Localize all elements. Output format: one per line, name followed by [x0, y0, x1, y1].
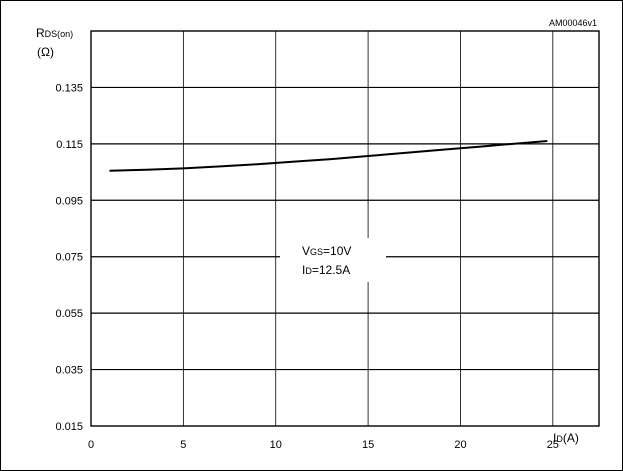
- y-tick-label: 0.055: [55, 308, 83, 320]
- annotation-vgs: VGS=10V: [302, 244, 351, 258]
- x-tick-label: 25: [547, 439, 559, 451]
- y-axis-label: RDS(on): [36, 26, 73, 40]
- annotation-background: [280, 238, 386, 282]
- figure-id: AM00046v1: [549, 18, 597, 28]
- x-tick-label: 0: [88, 439, 94, 451]
- y-tick-label: 0.135: [55, 82, 83, 94]
- y-tick-label: 0.015: [55, 421, 83, 433]
- x-tick-label: 5: [180, 439, 186, 451]
- y-tick-labels: 0.015 0.035 0.055 0.075 0.095 0.115 0.135: [55, 82, 83, 433]
- x-axis-label: ID(A): [553, 431, 579, 445]
- x-tick-label: 20: [454, 439, 466, 451]
- plot-area: [90, 30, 600, 427]
- x-tick-labels: 0 5 10 15 20 25: [88, 439, 559, 451]
- y-tick-label: 0.095: [55, 195, 83, 207]
- y-tick-label: 0.035: [55, 365, 83, 377]
- x-tick-label: 15: [362, 439, 374, 451]
- y-axis-unit: (Ω): [37, 45, 54, 59]
- rds-on-curve: [109, 140, 548, 172]
- y-tick-label: 0.075: [55, 252, 83, 264]
- grid: [91, 31, 599, 426]
- y-tick-label: 0.115: [56, 139, 83, 151]
- x-tick-label: 10: [270, 439, 282, 451]
- annotation-id: ID=12.5A: [302, 263, 350, 277]
